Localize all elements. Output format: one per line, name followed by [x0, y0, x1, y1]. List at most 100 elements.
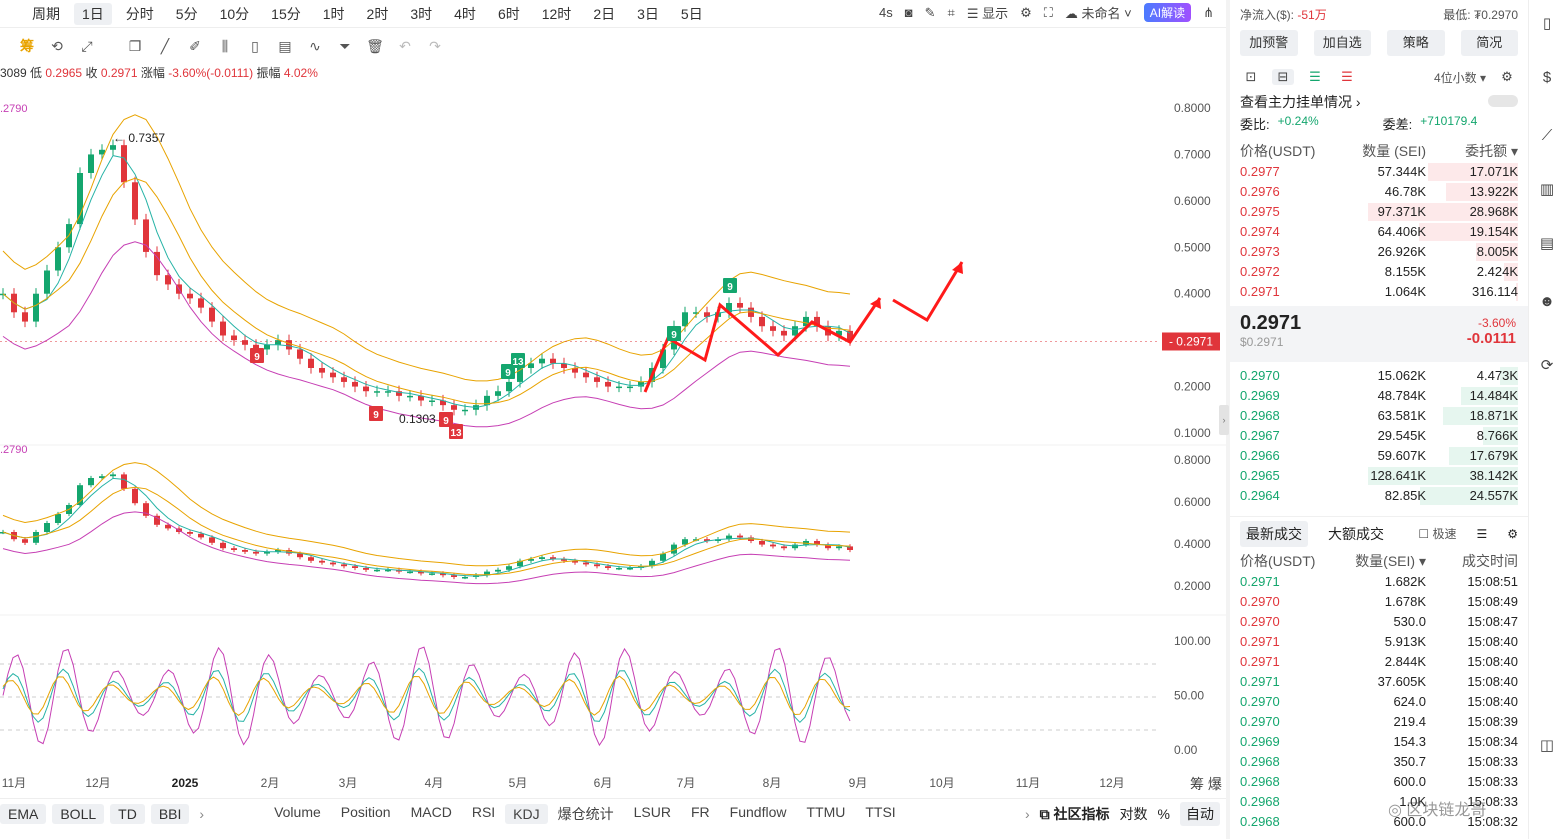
period-menu[interactable]: 周期 [32, 5, 60, 22]
main-indicator-2[interactable]: TD [110, 803, 145, 824]
fast-mode-checkbox[interactable]: ☐ 极速 [1418, 527, 1457, 541]
book-row[interactable]: 0.2967 29.545K 8.766K [1230, 426, 1528, 446]
redo-icon[interactable]: ↷ [429, 37, 441, 54]
auto-scale-toggle[interactable]: 自动 [1180, 801, 1220, 826]
timeframe-0[interactable]: 1日 [74, 2, 112, 25]
book-row[interactable]: 0.2965 128.641K 38.142K [1230, 466, 1528, 486]
main-orders-row[interactable]: 查看主力挂单情况 › [1230, 88, 1528, 112]
panel-button-2[interactable]: 策略 [1387, 30, 1445, 56]
main-orders-toggle[interactable] [1488, 95, 1518, 107]
chip-distribution-icon[interactable]: 筹 [20, 38, 34, 54]
book-row[interactable]: 0.2972 8.155K 2.424K [1230, 262, 1528, 282]
sub-indicator-2[interactable]: MACD [410, 803, 452, 820]
list-settings-icon[interactable]: ☰ [1476, 526, 1488, 541]
copy-icon[interactable]: ❐ [128, 37, 142, 54]
sub-indicator-4[interactable]: KDJ [505, 803, 548, 824]
sub-indicator-8[interactable]: Fundflow [729, 803, 787, 820]
book-row[interactable]: 0.2975 97.371K 28.968K [1230, 202, 1528, 222]
book-asks-icon[interactable]: ☰ [1341, 69, 1353, 84]
sub-indicator-9[interactable]: TTMU [806, 803, 846, 820]
timeframe-8[interactable]: 4时 [454, 5, 476, 22]
timeframe-7[interactable]: 3时 [410, 5, 433, 22]
book-row[interactable]: 0.2977 57.344K 17.071K [1230, 162, 1528, 182]
settings-icon[interactable]: ⚙ [1020, 4, 1032, 20]
percent-scale-toggle[interactable]: % [1157, 805, 1170, 822]
sub-indicator-6[interactable]: LSUR [633, 803, 671, 820]
sub-indicator-0[interactable]: Volume [274, 803, 321, 820]
timeframe-4[interactable]: 15分 [271, 5, 301, 22]
magnet-icon[interactable]: ∿ [309, 37, 321, 54]
timeframe-5[interactable]: 1时 [322, 5, 345, 22]
trash-icon[interactable]: 🗑 [366, 37, 384, 54]
etf-icon[interactable]: ▤ [1539, 235, 1555, 252]
panel-button-1[interactable]: 加自选 [1313, 30, 1371, 56]
candle-tool-icon[interactable]: ⫼ [221, 37, 229, 54]
settings-icon[interactable]: ⚙ [1501, 69, 1513, 84]
chevron-right-icon[interactable]: › [1024, 805, 1030, 822]
timeframe-3[interactable]: 10分 [219, 5, 250, 22]
timeframe-12[interactable]: 3日 [637, 5, 659, 22]
refresh-interval[interactable]: 4s [879, 5, 893, 20]
book-both-icon[interactable]: ⊡ [1245, 69, 1257, 84]
main-indicator-0[interactable]: EMA [0, 803, 47, 824]
brush-icon[interactable]: ✐ [189, 37, 201, 54]
document-icon[interactable]: ▯ [1542, 15, 1552, 32]
main-indicator-3[interactable]: BBI [150, 803, 190, 824]
timeframe-10[interactable]: 12时 [541, 5, 572, 22]
panel-button-0[interactable]: 加预警 [1240, 30, 1298, 56]
trade-qty-header[interactable]: 数量(SEI) ▾ [1355, 553, 1426, 569]
book-row[interactable]: 0.2973 26.926K 8.005K [1230, 242, 1528, 262]
main-orders-link[interactable]: 查看主力挂单情况 [1240, 94, 1352, 110]
display-menu[interactable]: ☰ 显示 [966, 6, 1009, 21]
timeframe-1[interactable]: 分时 [125, 5, 154, 22]
bar-chart-icon[interactable]: ▥ [1539, 181, 1555, 198]
filter-icon[interactable]: ⏷ [339, 37, 351, 54]
lock-icon[interactable]: ▯ [251, 37, 259, 54]
refresh-icon[interactable]: ⟳ [1540, 357, 1554, 374]
cloud-layout-menu[interactable]: ☁ 未命名 ˅ [1064, 6, 1132, 21]
camera-icon[interactable]: ◙ [904, 5, 913, 20]
timeframe-2[interactable]: 5分 [175, 5, 198, 22]
chevron-right-icon[interactable]: › [199, 805, 205, 822]
book-row[interactable]: 0.2969 48.784K 14.484K [1230, 386, 1528, 406]
decimals-select[interactable]: 4位小数 ▾ [1433, 70, 1486, 85]
pencil-icon[interactable]: ✎ [924, 4, 936, 20]
line-tool-icon[interactable]: ╱ [160, 37, 170, 54]
coin-icon[interactable]: $ [1542, 69, 1552, 86]
share-icon[interactable]: ⋔ [1203, 4, 1214, 20]
book-row[interactable]: 0.2970 15.062K 4.473K [1230, 366, 1528, 386]
chip-icon[interactable]: 筹 爆 [1190, 776, 1222, 792]
timeframe-13[interactable]: 5日 [680, 5, 703, 22]
book-row[interactable]: 0.2966 59.607K 17.679K [1230, 446, 1528, 466]
sub-indicator-7[interactable]: FR [690, 803, 710, 820]
layout-icon[interactable]: ◫ [1539, 737, 1555, 754]
replay-icon[interactable]: ⟲ [51, 37, 63, 54]
robot-icon[interactable]: ☻ [1539, 293, 1555, 310]
book-row[interactable]: 0.2974 64.406K 19.154K [1230, 222, 1528, 242]
sub-indicator-1[interactable]: Position [340, 803, 391, 820]
trend-tool-icon[interactable]: ⤢ [81, 37, 93, 54]
timeframe-6[interactable]: 2时 [366, 5, 389, 22]
fullscreen-icon[interactable]: ⛶ [1043, 4, 1053, 20]
book-bids-icon[interactable]: ☰ [1309, 69, 1321, 84]
sub-indicator-3[interactable]: RSI [471, 803, 496, 820]
trend-icon[interactable]: ⟋ [1541, 127, 1553, 144]
community-indicators[interactable]: ⧉ 社区指标 [1039, 805, 1110, 822]
settings-icon[interactable]: ⚙ [1507, 526, 1518, 541]
sub-indicator-10[interactable]: TTSI [865, 803, 896, 820]
timeframe-9[interactable]: 6时 [497, 5, 520, 22]
book-split-icon[interactable]: ⊟ [1272, 69, 1294, 85]
large-trades-tab[interactable]: 大额成交 [1328, 525, 1384, 542]
note-icon[interactable]: ▤ [278, 37, 292, 54]
kline-chart[interactable]: 0.80000.70000.60000.50000.40000.30000.20… [0, 80, 1226, 798]
log-scale-toggle[interactable]: 对数 [1119, 805, 1148, 822]
main-indicator-1[interactable]: BOLL [52, 803, 105, 824]
latest-trades-tab[interactable]: 最新成交 [1240, 520, 1308, 547]
timeframe-11[interactable]: 2日 [593, 5, 616, 22]
ai-interpret-button[interactable]: AI解读 [1143, 3, 1192, 22]
crop-icon[interactable]: ⌗ [947, 4, 955, 20]
sub-indicator-5[interactable]: 爆仓统计 [557, 805, 614, 822]
book-row[interactable]: 0.2976 46.78K 13.922K [1230, 182, 1528, 202]
book-row[interactable]: 0.2971 1.064K 316.114 [1230, 282, 1528, 302]
book-row[interactable]: 0.2968 63.581K 18.871K [1230, 406, 1528, 426]
